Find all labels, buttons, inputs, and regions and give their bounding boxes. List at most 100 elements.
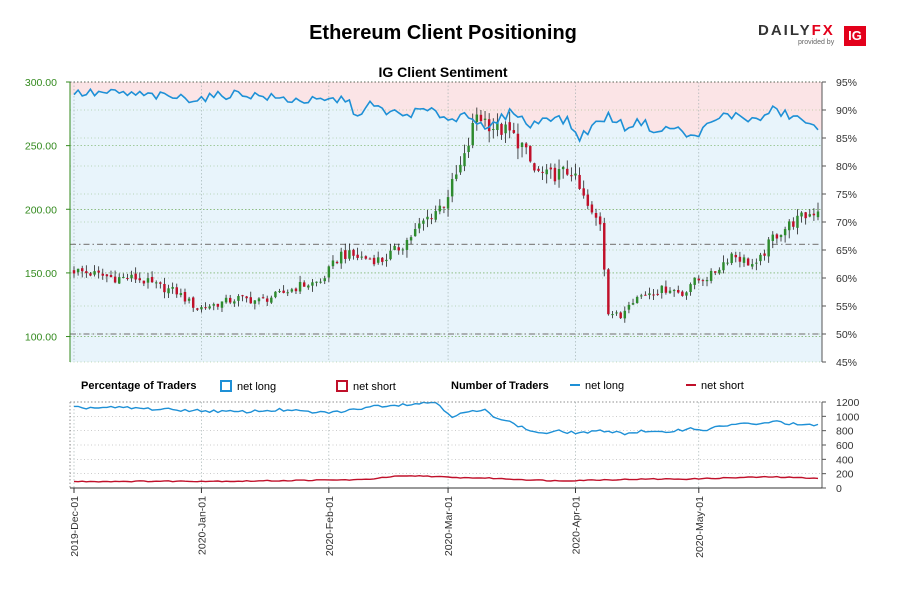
candle-body	[286, 292, 289, 294]
candle-body	[533, 163, 536, 171]
candle-body	[294, 288, 298, 292]
candle-body	[677, 289, 680, 293]
trader-count-panel: 0 200 400 600 800 1000 1200	[69, 397, 860, 495]
candle-body	[615, 312, 618, 314]
candle-body	[191, 297, 195, 308]
candle-body	[360, 256, 363, 258]
candle-body	[450, 179, 454, 197]
candle-body	[598, 216, 602, 225]
candle-body	[582, 188, 585, 196]
candle-body	[463, 153, 466, 167]
candle-body	[401, 249, 405, 251]
candle-body	[619, 312, 622, 319]
candle-body	[372, 257, 376, 265]
logo-wordmark: DAILYFX	[758, 22, 835, 39]
candle-body	[426, 216, 429, 220]
candle-body	[672, 290, 676, 292]
count-tick-label: 600	[836, 440, 854, 452]
candle-body	[85, 271, 88, 274]
candle-body	[751, 264, 754, 267]
candle-body	[76, 268, 80, 273]
candle-body	[167, 288, 170, 294]
candle-body	[142, 280, 146, 284]
candle-body	[171, 286, 174, 289]
count-tick-label: 400	[836, 454, 854, 466]
candle-body	[471, 122, 474, 146]
candle-body	[344, 250, 347, 259]
candle-body	[237, 296, 240, 301]
candle-body	[307, 285, 310, 288]
candle-body	[249, 297, 252, 304]
candle-body	[504, 124, 507, 134]
candle-body	[196, 308, 199, 310]
candle-body	[718, 269, 721, 274]
candle-body	[668, 290, 672, 293]
candle-body	[352, 249, 355, 256]
candle-body	[385, 259, 388, 262]
candle-body	[693, 277, 696, 285]
candle-body	[434, 211, 437, 220]
candle-body	[730, 253, 733, 264]
candle-body	[553, 167, 557, 182]
candle-body	[541, 171, 544, 173]
candle-body	[804, 212, 807, 219]
candle-body	[455, 174, 458, 179]
candle-body	[479, 114, 483, 122]
candle-body	[763, 253, 766, 256]
candle-body	[233, 301, 236, 304]
candle-body	[812, 213, 816, 216]
candle-body	[126, 278, 129, 280]
candle-body	[72, 270, 76, 274]
candle-body	[590, 204, 594, 213]
price-tick-label: 150.00	[25, 268, 57, 280]
candle-body	[648, 293, 651, 296]
candle-body	[738, 256, 742, 262]
net-long-count-line	[74, 401, 819, 436]
candle-body	[759, 254, 762, 262]
candle-body	[311, 282, 314, 286]
candle-body	[459, 164, 462, 173]
candle-body	[520, 142, 524, 148]
candle-body	[607, 269, 610, 315]
candle-body	[446, 197, 450, 209]
dailyfx-logo: DAILYFX provided by IG	[758, 22, 868, 48]
candle-body	[492, 128, 495, 131]
sentiment-price-panel: 100.00 150.00 200.00 250.00 300.00 45% 50% 55% 6…	[25, 77, 857, 369]
candle-body	[327, 266, 331, 278]
candle-body	[89, 273, 92, 276]
candle-body	[487, 119, 491, 132]
sentiment-tick-label: 65%	[836, 245, 857, 257]
candle-body	[261, 297, 265, 299]
candle-body	[742, 257, 746, 263]
sentiment-tick-label: 80%	[836, 161, 857, 173]
candle-body	[685, 292, 688, 296]
candle-body	[496, 121, 499, 131]
candle-body	[644, 294, 647, 296]
candle-body	[557, 169, 561, 180]
candle-body	[442, 206, 446, 208]
candle-body	[409, 237, 413, 241]
candle-body	[783, 229, 787, 236]
candle-body	[274, 291, 277, 298]
candle-body	[500, 123, 503, 135]
candle-body	[701, 280, 705, 282]
candle-body	[734, 254, 738, 258]
candle-body	[216, 303, 220, 307]
candle-body	[697, 278, 701, 281]
candle-body	[130, 274, 133, 279]
candle-body	[113, 276, 117, 283]
count-tick-label: 1200	[836, 397, 860, 409]
x-axis: 2019-Dec-01 2020-Jan-01 2020-Feb-01 2020-Ma…	[69, 488, 706, 558]
price-tick-label: 200.00	[25, 204, 57, 216]
ig-logo-icon: IG	[844, 26, 866, 46]
candle-body	[356, 254, 359, 258]
legend-num-net-long: net long	[570, 380, 624, 392]
sentiment-tick-label: 85%	[836, 133, 857, 145]
candle-body	[586, 194, 590, 206]
candle-body	[389, 250, 392, 260]
candle-body	[566, 168, 569, 175]
price-tick-label: 300.00	[25, 77, 57, 89]
candle-body	[146, 278, 150, 283]
candle-body	[574, 173, 577, 176]
candle-body	[179, 293, 183, 296]
